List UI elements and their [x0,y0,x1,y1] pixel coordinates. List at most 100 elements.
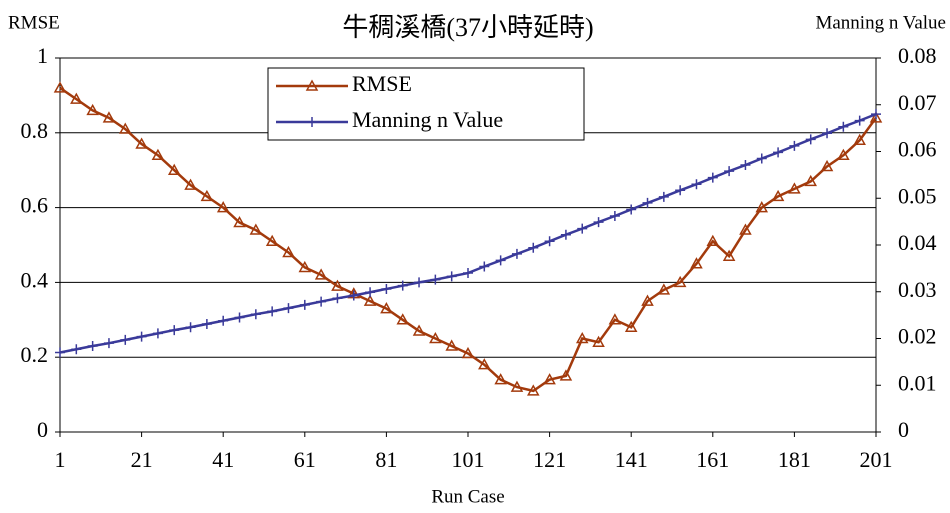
legend-label: RMSE [352,71,412,96]
x-tick-label: 181 [778,447,811,472]
data-point [642,197,653,208]
data-point [381,283,392,294]
data-point [724,166,735,177]
data-point [53,81,67,93]
data-point [609,211,620,222]
data-point [201,319,212,330]
data-point [120,334,131,345]
x-axis-label: Run Case [431,486,504,507]
data-point [397,280,408,291]
data-point [283,303,294,314]
data-point [71,344,82,355]
legend-label: Manning n Value [352,107,503,132]
data-point [527,384,540,396]
data-point [822,128,833,139]
data-point [495,255,506,266]
x-tick-label: 141 [615,447,648,472]
data-point [478,358,491,370]
y2-tick-label: 0.06 [898,137,937,162]
data-point [804,174,817,187]
data-point [445,339,458,351]
y-tick-label: 0 [37,417,48,442]
data-point [249,223,263,235]
x-tick-label: 161 [696,447,729,472]
data-point [544,236,555,247]
data-point [575,331,589,344]
data-point [707,172,718,183]
data-point [510,380,524,392]
data-point [739,223,752,235]
x-tick-label: 21 [131,447,153,472]
data-point [673,275,687,288]
data-point [234,312,245,323]
data-point [298,260,312,273]
data-point [740,160,751,171]
chart-title: 牛稠溪橋(37小時延時) [342,13,593,42]
data-point [690,257,703,269]
data-point [265,234,279,247]
data-point [691,179,702,190]
data-point [151,148,165,160]
data-point [479,261,490,272]
legend-box [267,67,585,141]
data-point [626,204,637,215]
data-point [299,299,310,310]
data-point [853,133,866,146]
x-tick-label: 121 [533,447,566,472]
data-point [494,373,507,385]
data-point [463,268,473,279]
data-point [216,201,230,213]
y2-tick-label: 0.02 [898,324,937,349]
data-point [414,277,425,288]
x-tick-label: 101 [452,447,485,472]
data-point [771,189,785,202]
y-tick-label: 0.2 [21,342,49,367]
data-point [136,331,147,342]
data-point [316,296,327,307]
data-point [233,216,246,228]
data-point [119,122,132,134]
data-point [854,115,865,126]
y2-tick-label: 0.07 [898,90,937,115]
data-point [722,249,736,261]
data-point [332,293,343,304]
data-point [461,346,475,359]
data-point [789,140,800,151]
data-point [871,109,881,120]
data-point [641,294,654,306]
data-point [169,325,180,336]
y2-tick-label: 0.08 [898,43,937,68]
series-line [59,112,877,354]
data-point [430,274,441,285]
data-point [55,347,65,358]
data-point [200,189,214,202]
data-point [412,324,426,336]
y-tick-label: 0.6 [21,193,49,218]
data-point [135,137,148,149]
plot-frame [59,57,877,433]
data-point [837,148,850,160]
data-point [363,294,377,306]
data-point [365,287,376,298]
data-point [543,373,556,385]
y2-tick-label: 0.03 [898,277,937,302]
data-point [103,338,114,349]
y2-tick-label: 0.04 [898,230,937,255]
data-point [87,340,98,351]
y-tick-label: 0.8 [21,118,49,143]
data-point [184,178,197,190]
data-point [331,279,344,291]
legend-marker [307,117,317,127]
data-point [608,313,622,325]
data-point [788,182,801,194]
y-tick-label: 0.4 [21,267,49,292]
x-tick-label: 41 [212,447,234,472]
data-point [624,320,638,333]
data-point [152,328,163,339]
x-tick-label: 81 [375,447,397,472]
data-point [805,134,816,145]
data-point [167,163,181,175]
data-point [756,153,767,164]
y2-tick-label: 0.01 [898,370,937,395]
